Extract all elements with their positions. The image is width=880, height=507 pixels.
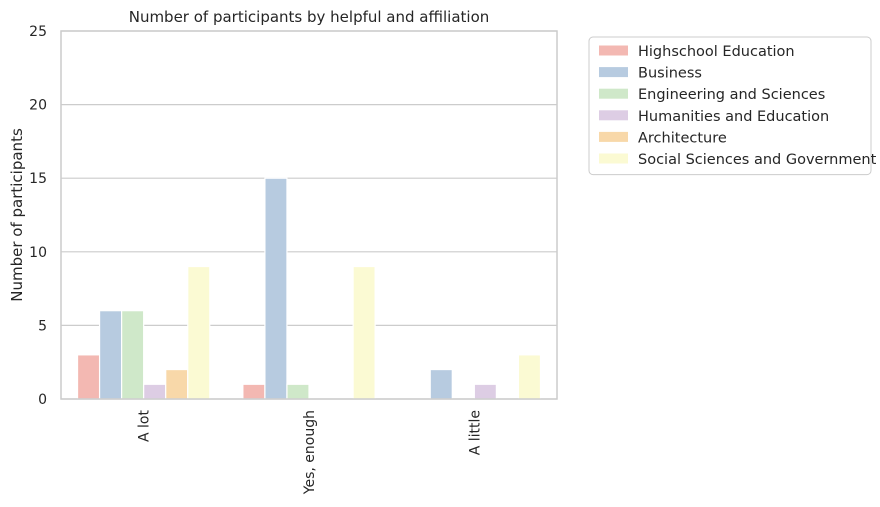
legend-label: Humanities and Education bbox=[638, 109, 829, 125]
legend-label: Highschool Education bbox=[638, 44, 795, 60]
y-tick-label: 5 bbox=[38, 318, 47, 334]
bar bbox=[121, 310, 145, 400]
legend-swatch bbox=[599, 45, 628, 56]
bar bbox=[242, 383, 266, 400]
x-tick-labels: A lot Yes, enough A little bbox=[137, 410, 484, 496]
y-tick-label: 0 bbox=[38, 392, 47, 408]
plot-frame bbox=[60, 30, 558, 400]
legend-swatch bbox=[599, 110, 628, 121]
legend-swatch bbox=[599, 67, 628, 78]
x-tick-label: A little bbox=[467, 410, 483, 455]
x-tick-label: Yes, enough bbox=[302, 410, 318, 495]
bar bbox=[76, 354, 101, 400]
legend-frame bbox=[588, 36, 872, 176]
y-tick-label: 25 bbox=[29, 24, 47, 40]
bar bbox=[286, 383, 310, 400]
chart-title: Number of participants by helpful and af… bbox=[129, 8, 490, 26]
legend: Highschool Education Business Engineering … bbox=[588, 36, 877, 176]
legend-swatch bbox=[599, 153, 628, 164]
bar bbox=[429, 368, 453, 400]
legend-swatch bbox=[599, 88, 628, 99]
bars bbox=[76, 177, 542, 400]
bar bbox=[187, 265, 211, 400]
legend-label: Architecture bbox=[638, 130, 727, 146]
bar bbox=[473, 383, 497, 400]
bar bbox=[98, 310, 123, 400]
bar bbox=[517, 354, 542, 400]
bar bbox=[352, 265, 376, 400]
legend-swatch bbox=[599, 131, 628, 142]
y-tick-label: 10 bbox=[29, 245, 47, 261]
y-tick-label: 20 bbox=[29, 98, 47, 114]
legend-label: Social Sciences and Government bbox=[638, 152, 877, 168]
bar bbox=[143, 383, 167, 400]
x-tick-label: A lot bbox=[137, 410, 153, 442]
legend-label: Business bbox=[638, 66, 702, 82]
y-tick-labels: 0 5 10 15 20 25 bbox=[29, 24, 47, 408]
axes-frame bbox=[60, 30, 558, 400]
y-axis-label: Number of participants bbox=[8, 128, 26, 302]
legend-label: Engineering and Sciences bbox=[638, 87, 825, 103]
bar bbox=[165, 368, 189, 400]
y-tick-label: 15 bbox=[29, 171, 47, 187]
bar bbox=[264, 177, 288, 400]
